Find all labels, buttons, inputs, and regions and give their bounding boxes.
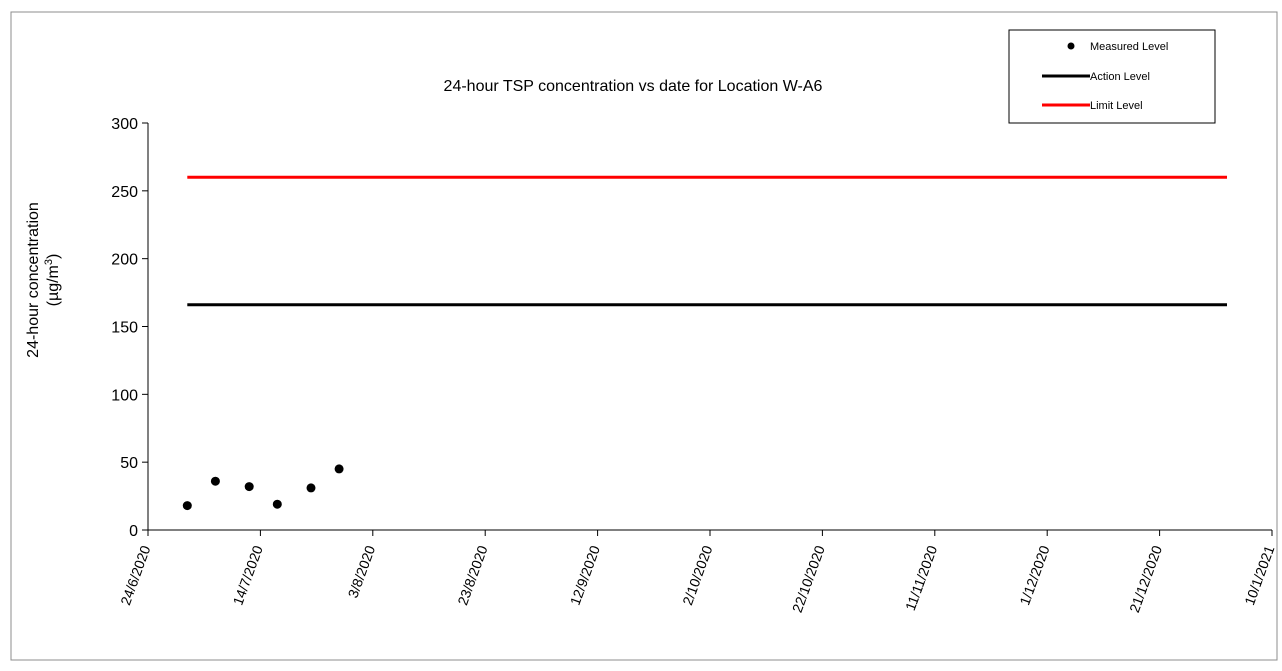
y-axis-title: 24-hour concentration (µg/m3) [25, 202, 62, 358]
data-point-measured-level [306, 483, 316, 493]
y-tick-label: 300 [111, 116, 138, 133]
y-axis-title-line2: (µg/m3) [43, 254, 62, 307]
y-tick-label: 200 [111, 252, 138, 269]
chart-title: 24-hour TSP concentration vs date for Lo… [444, 78, 823, 95]
data-point-measured-level [334, 464, 344, 474]
y-tick-label: 250 [111, 184, 138, 201]
y-tick-label: 0 [129, 523, 138, 540]
legend: Measured Level Action Level Limit Level [1008, 29, 1216, 124]
legend-label-action: Action Level [1090, 71, 1150, 83]
y-tick-label: 150 [111, 320, 138, 337]
legend-label-limit: Limit Level [1090, 100, 1143, 112]
data-point-measured-level [272, 499, 282, 509]
data-point-measured-level [210, 476, 220, 486]
y-axis-title-line1: 24-hour concentration [25, 202, 42, 358]
y-axis-unit-prefix: (µg/m [45, 265, 62, 306]
y-tick-label: 50 [120, 455, 138, 472]
y-axis-unit-suffix: ) [45, 254, 62, 259]
legend-label-measured: Measured Level [1090, 41, 1168, 53]
y-axis-unit-superscript: 3 [43, 259, 55, 265]
data-point-measured-level [244, 482, 254, 492]
legend-marker-measured [1067, 42, 1075, 50]
y-tick-label: 100 [111, 387, 138, 404]
data-point-measured-level [182, 501, 192, 511]
